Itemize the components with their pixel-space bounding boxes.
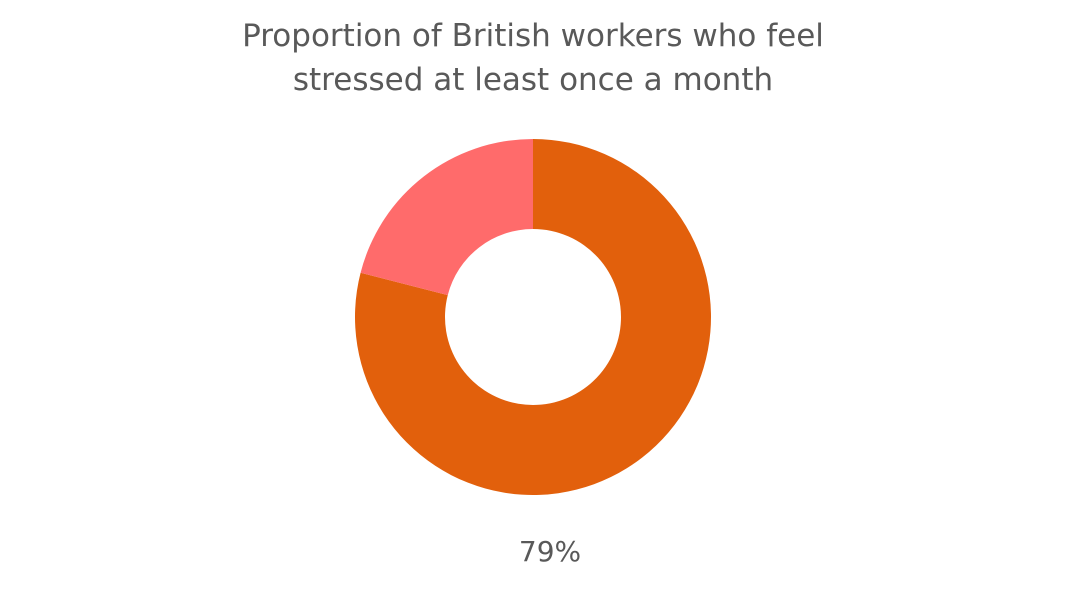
donut-slice (360, 139, 533, 296)
donut-slice (354, 139, 711, 495)
chart-title: Proportion of British workers who feel s… (242, 18, 824, 98)
value-label: 79% (519, 535, 581, 568)
